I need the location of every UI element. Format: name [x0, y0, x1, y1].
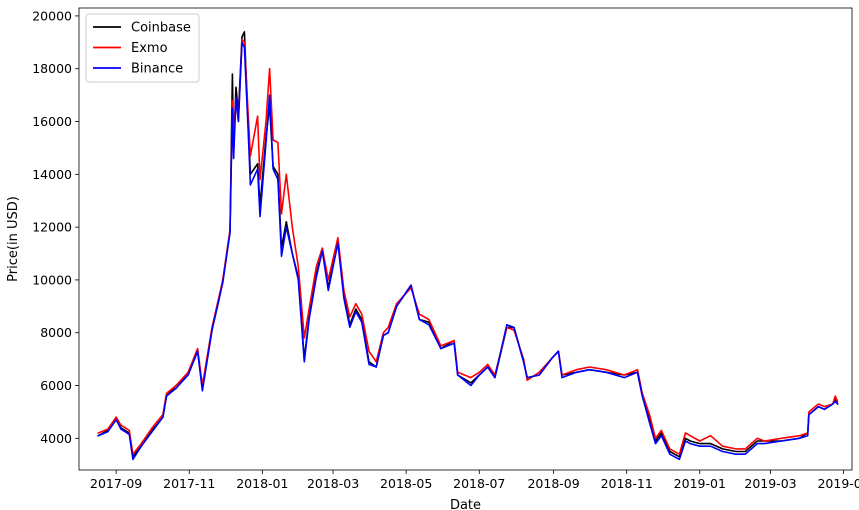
x-tick-label: 2018-09 [527, 476, 579, 491]
x-tick-label: 2019-05 [817, 476, 859, 491]
x-tick-label: 2017-11 [163, 476, 215, 491]
y-tick-label: 20000 [32, 8, 72, 23]
y-tick-label: 10000 [32, 272, 72, 287]
y-tick-label: 16000 [32, 114, 72, 129]
x-tick-label: 2018-03 [307, 476, 359, 491]
y-tick-label: 12000 [32, 220, 72, 235]
y-tick-label: 18000 [32, 61, 72, 76]
legend: Coinbase Exmo Binance [85, 13, 200, 83]
y-tick-label: 14000 [32, 167, 72, 182]
legend-label-coinbase: Coinbase [131, 21, 191, 36]
axes-frame [78, 7, 853, 471]
x-axis-label: Date [450, 498, 481, 510]
y-axis: 4000 6000 8000 10000 12000 14000 16000 18000 200… [32, 8, 79, 446]
x-tick-label: 2018-01 [236, 476, 288, 491]
plot-area [78, 7, 853, 471]
x-tick-label: 2017-09 [90, 476, 142, 491]
y-tick-label: 8000 [40, 325, 72, 340]
x-tick-label: 2018-11 [601, 476, 653, 491]
x-tick-label: 2019-01 [674, 476, 726, 491]
x-tick-label: 2019-03 [744, 476, 796, 491]
x-tick-label: 2018-07 [453, 476, 505, 491]
y-axis-label: Price(in USD) [6, 196, 21, 282]
legend-label-exmo: Exmo [131, 41, 168, 56]
x-axis: 2017-09 2017-11 2018-01 2018-03 2018-05 2018-… [90, 470, 859, 491]
x-tick-label: 2018-05 [380, 476, 432, 491]
series-line-binance [97, 41, 839, 461]
series-group [97, 31, 839, 461]
y-tick-label: 4000 [40, 431, 72, 446]
legend-box [85, 13, 200, 83]
legend-label-binance: Binance [131, 62, 183, 77]
y-tick-label: 6000 [40, 378, 72, 393]
